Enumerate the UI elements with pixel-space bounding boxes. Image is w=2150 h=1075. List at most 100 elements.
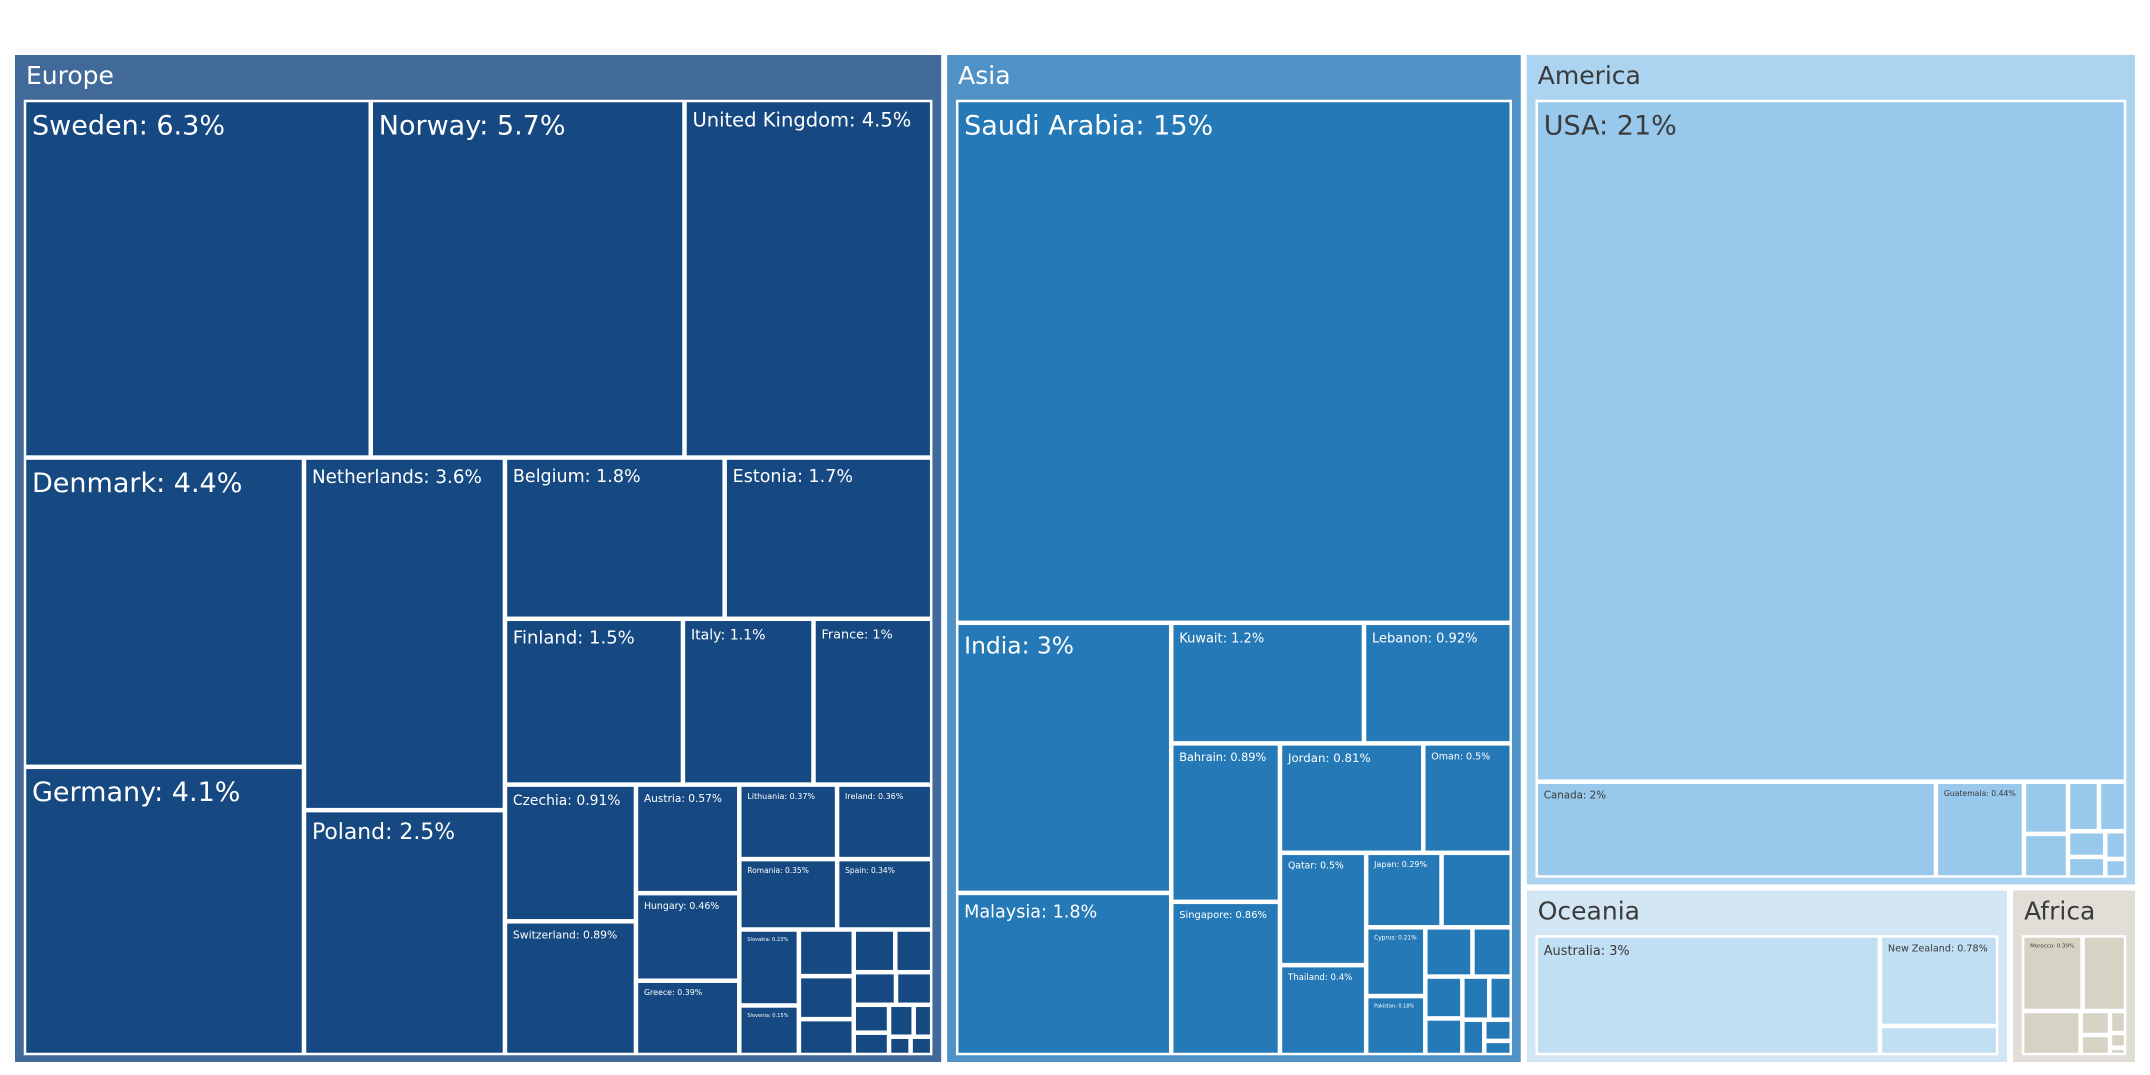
- tile-unlabeled[interactable]: [1472, 927, 1512, 977]
- tile-singapore[interactable]: [1170, 901, 1281, 1056]
- tile-greece[interactable]: [635, 980, 740, 1056]
- tile-label: Malaysia: 1.8%: [964, 902, 1097, 922]
- tile-netherlands[interactable]: [303, 457, 506, 811]
- tile-unlabeled[interactable]: [853, 1004, 890, 1033]
- tile-label: Italy: 1.1%: [691, 628, 766, 644]
- tile-unlabeled[interactable]: [2023, 781, 2069, 835]
- tile-estonia[interactable]: [724, 457, 933, 620]
- tile-unlabeled[interactable]: [1425, 927, 1473, 977]
- tile-ireland[interactable]: [836, 784, 933, 860]
- tile-label: Canada: 2%: [1544, 790, 1606, 802]
- tile-label: Finland: 1.5%: [513, 628, 635, 649]
- tile-label: Romania: 0.35%: [747, 866, 809, 875]
- tile-unlabeled[interactable]: [1441, 852, 1512, 928]
- tile-guatemala[interactable]: [1935, 781, 2025, 878]
- tile-unlabeled[interactable]: [2109, 1032, 2127, 1048]
- tile-unlabeled[interactable]: [895, 929, 933, 973]
- tile-unlabeled[interactable]: [2067, 781, 2100, 832]
- tile-unlabeled[interactable]: [2080, 1034, 2111, 1056]
- tile-unlabeled[interactable]: [910, 1036, 933, 1056]
- tile-label: Cyprus: 0.21%: [1374, 935, 1417, 941]
- tile-bahrain[interactable]: [1170, 743, 1281, 903]
- tile-unlabeled[interactable]: [2080, 1010, 2111, 1036]
- tile-canada[interactable]: [1535, 781, 1937, 878]
- region-title: Europe: [26, 61, 114, 90]
- tile-saudi-arabia[interactable]: [955, 99, 1512, 624]
- tile-unlabeled[interactable]: [2105, 858, 2127, 878]
- tile-unlabeled[interactable]: [1879, 1025, 1999, 1056]
- tile-unlabeled[interactable]: [1462, 976, 1490, 1020]
- tile-label: Saudi Arabia: 15%: [964, 110, 1213, 141]
- tile-kuwait[interactable]: [1170, 622, 1365, 744]
- tile-unlabeled[interactable]: [2021, 1010, 2081, 1056]
- tile-spain[interactable]: [836, 858, 933, 930]
- tile-unlabeled[interactable]: [2098, 781, 2127, 832]
- tile-unlabeled[interactable]: [888, 1004, 914, 1037]
- tile-label: Germany: 4.1%: [32, 777, 240, 808]
- tile-germany[interactable]: [23, 766, 305, 1056]
- tile-unlabeled[interactable]: [2082, 935, 2127, 1012]
- tile-lithuania[interactable]: [739, 784, 838, 860]
- tile-cyprus[interactable]: [1365, 927, 1426, 997]
- tile-label: Slovenia: 0.15%: [747, 1013, 788, 1019]
- tile-belgium[interactable]: [504, 457, 725, 620]
- tile-austria[interactable]: [635, 784, 740, 894]
- tile-unlabeled[interactable]: [2109, 1047, 2127, 1056]
- tile-jordan[interactable]: [1279, 743, 1424, 854]
- tile-unlabeled[interactable]: [2109, 1010, 2127, 1034]
- tile-morocco[interactable]: [2021, 935, 2083, 1012]
- tile-unlabeled[interactable]: [853, 971, 897, 1006]
- tile-poland[interactable]: [303, 809, 506, 1056]
- tile-india[interactable]: [955, 622, 1172, 894]
- tile-unlabeled[interactable]: [2067, 830, 2106, 858]
- tile-qatar[interactable]: [1279, 852, 1367, 966]
- tile-label: Pakistan: 0.18%: [1374, 1003, 1414, 1009]
- tile-label: Jordan: 0.81%: [1287, 751, 1371, 765]
- tile-unlabeled[interactable]: [798, 1018, 855, 1056]
- tile-unlabeled[interactable]: [1484, 1019, 1512, 1042]
- tile-norway[interactable]: [370, 99, 685, 458]
- region-title: Africa: [2024, 896, 2095, 925]
- tile-lebanon[interactable]: [1363, 622, 1512, 744]
- tile-unlabeled[interactable]: [2067, 856, 2106, 878]
- tile-japan[interactable]: [1365, 852, 1442, 928]
- tile-hungary[interactable]: [635, 892, 740, 981]
- tile-unlabeled[interactable]: [1425, 1018, 1463, 1056]
- tile-usa[interactable]: [1535, 99, 2127, 782]
- tile-sweden[interactable]: [23, 99, 372, 458]
- tile-unlabeled[interactable]: [888, 1036, 911, 1056]
- tile-unlabeled[interactable]: [1462, 1019, 1485, 1056]
- tile-unlabeled[interactable]: [895, 971, 933, 1006]
- tile-slovenia[interactable]: [739, 1005, 800, 1056]
- tile-unlabeled[interactable]: [1489, 976, 1512, 1020]
- tile-label: India: 3%: [964, 631, 1074, 659]
- tile-switzerland[interactable]: [504, 921, 637, 1056]
- tile-label: Czechia: 0.91%: [513, 793, 621, 809]
- tile-new-zealand[interactable]: [1879, 935, 1999, 1027]
- tile-malaysia[interactable]: [955, 892, 1172, 1056]
- tile-pakistan[interactable]: [1365, 995, 1426, 1056]
- tile-unlabeled[interactable]: [913, 1004, 933, 1037]
- tile-unlabeled[interactable]: [2023, 833, 2069, 878]
- tile-slovakia[interactable]: [739, 929, 800, 1006]
- tile-thailand[interactable]: [1279, 964, 1367, 1056]
- tile-finland[interactable]: [504, 618, 684, 785]
- tile-unlabeled[interactable]: [1484, 1040, 1512, 1056]
- tile-australia[interactable]: [1535, 935, 1881, 1056]
- tile-united-kingdom[interactable]: [684, 99, 933, 458]
- tile-unlabeled[interactable]: [2105, 830, 2127, 860]
- tile-france[interactable]: [813, 618, 933, 785]
- tile-unlabeled[interactable]: [798, 929, 855, 977]
- tile-label: Spain: 0.34%: [845, 866, 895, 875]
- tile-czechia[interactable]: [504, 784, 637, 922]
- tile-unlabeled[interactable]: [853, 1032, 890, 1056]
- tile-oman[interactable]: [1423, 743, 1512, 854]
- tile-label: Lithuania: 0.37%: [747, 792, 815, 801]
- tile-romania[interactable]: [739, 858, 838, 930]
- tile-denmark[interactable]: [23, 457, 305, 768]
- tile-unlabeled[interactable]: [1425, 976, 1463, 1019]
- tile-italy[interactable]: [682, 618, 814, 785]
- tile-unlabeled[interactable]: [798, 975, 855, 1020]
- tile-unlabeled[interactable]: [853, 929, 896, 973]
